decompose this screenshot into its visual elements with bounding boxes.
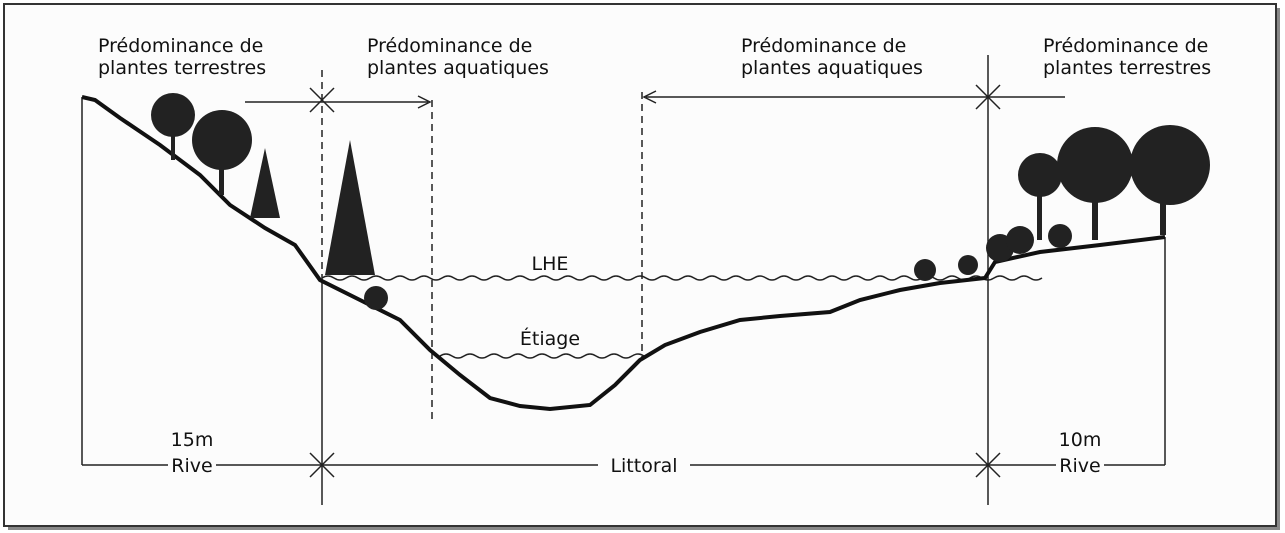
cross-markers (309, 84, 1001, 478)
zone-name: Rive (1059, 455, 1100, 477)
label-gap (598, 452, 690, 478)
frame (3, 3, 1277, 527)
zone-name: Rive (171, 455, 212, 477)
label-gap (168, 452, 216, 478)
arrow-head (417, 95, 432, 109)
terrain-profile (81, 95, 1166, 412)
vegetation (151, 93, 1210, 310)
zone-label: Prédominance de (367, 35, 532, 57)
zone-label: plantes aquatiques (741, 57, 923, 79)
zone-name: Littoral (610, 455, 677, 477)
zone-label: plantes terrestres (98, 57, 266, 79)
low-water-line (439, 353, 645, 359)
zone-label: Prédominance de (98, 35, 263, 57)
zone-label: Prédominance de (741, 35, 906, 57)
water-label: LHE (532, 253, 569, 275)
zone-label: plantes terrestres (1043, 57, 1211, 79)
water-label: Étiage (520, 327, 580, 350)
label-gap (1056, 452, 1104, 478)
zone-label: Prédominance de (1043, 35, 1208, 57)
zone-label: plantes aquatiques (367, 57, 549, 79)
arrow-head (642, 90, 657, 104)
width-label: 15m (171, 429, 214, 451)
width-label: 10m (1059, 429, 1102, 451)
